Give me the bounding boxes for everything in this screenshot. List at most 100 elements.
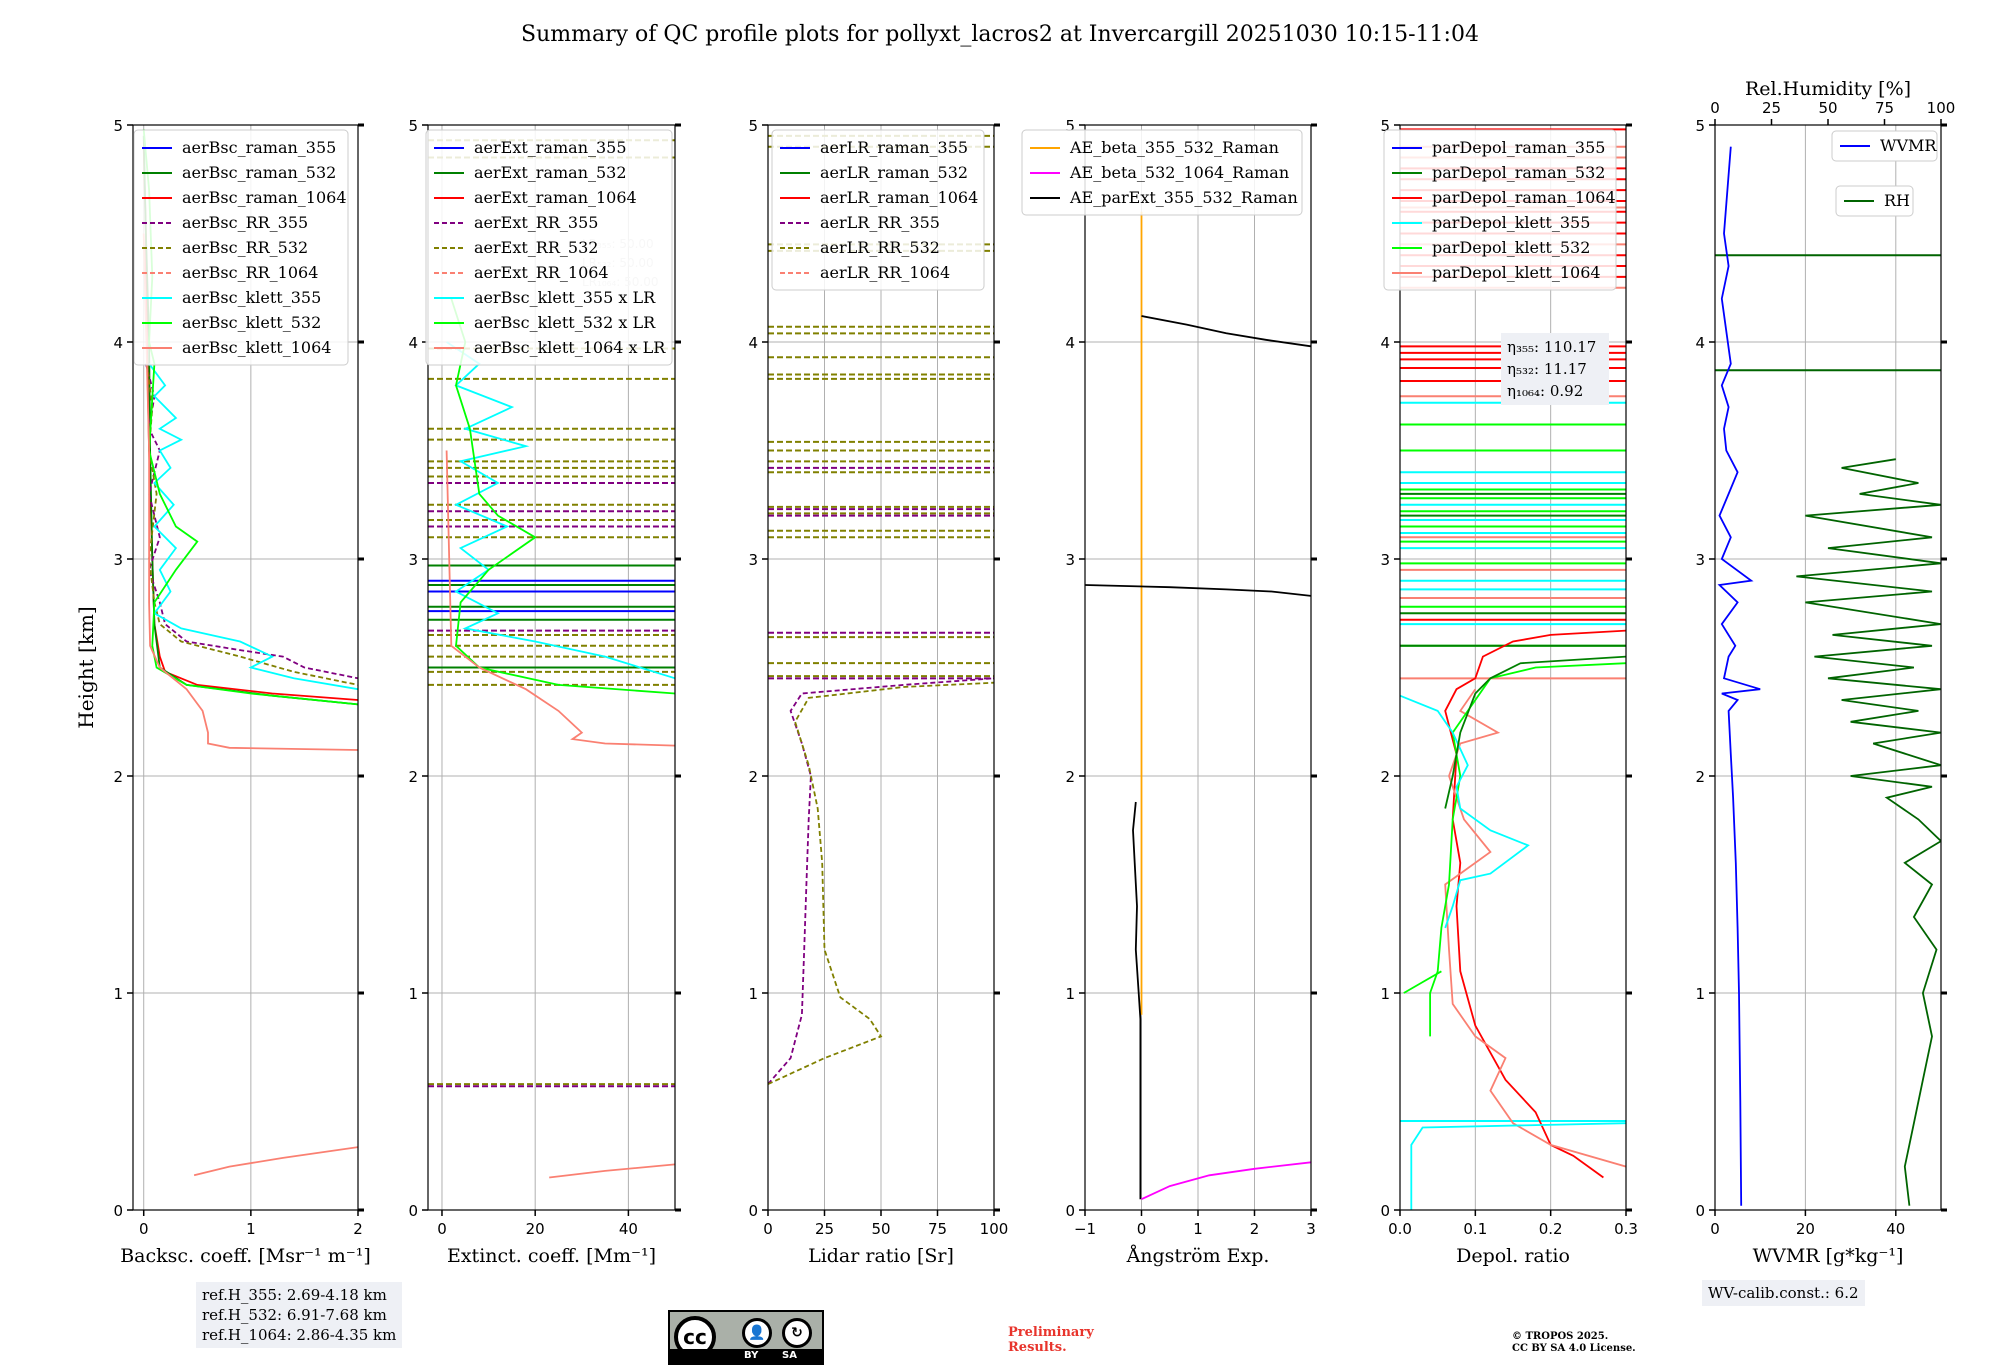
top-x-tick-label: 100 [1927,99,1956,117]
legend-entry: aerExt_RR_355 [474,213,598,232]
y-tick-label: 4 [1380,334,1390,352]
x-tick-label: 3 [1306,1220,1316,1238]
top-x-tick-label: 25 [1762,99,1781,117]
y-tick-label: 5 [1065,117,1075,135]
legend-entry: aerBsc_klett_532 [182,313,321,332]
x-axis-label: Backsc. coeff. [Msr⁻¹ m⁻¹] [120,1245,371,1267]
panel-depol: 0 1 2 3 4 5 0.0 0.1 0.2 0.3 Depol. ratio parDepol_r… [1380,117,1637,1267]
y-tick-label: 2 [1695,768,1705,786]
x-tick-label: 0 [139,1220,149,1238]
axes-frame [1399,124,1627,1211]
panel-backscatter: 0 1 2 3 4 5 0 1 2 Backsc. coeff. [Msr⁻¹ m⁻¹] Heigh… [74,117,371,1267]
ref-height-355: ref.H_355: 2.69-4.18 km [202,1286,387,1304]
y-tick-label: 1 [1065,985,1075,1003]
badge-footer: BY SA [670,1349,822,1363]
legend-entry: aerBsc_klett_355 x LR [474,288,656,307]
legend-entry: aerBsc_RR_1064 [182,263,318,282]
x-tick-label: 50 [871,1220,890,1238]
y-tick-label: 0 [1380,1202,1390,1220]
legend-entry: aerExt_raman_355 [474,138,627,157]
wv-calibration-label: WV-calib.const.: 6.2 [1708,1284,1859,1302]
y-tick-label: 5 [748,117,758,135]
y-tick-label: 0 [748,1202,758,1220]
legend-entry: aerBsc_raman_355 [182,138,336,157]
x-tick-label: 75 [928,1220,947,1238]
legend-entry: parDepol_raman_355 [1432,138,1605,157]
series-parDepol_klett_355 [1410,1122,1626,1210]
x-tick-label: 40 [1886,1220,1905,1238]
top-x-tick-label: 0 [1710,99,1720,117]
preliminary-line-2: Results. [1008,1340,1067,1355]
legend-entry: aerExt_RR_1064 [474,263,609,282]
legend-entry: aerBsc_raman_1064 [182,188,347,207]
y-tick-label: 3 [748,551,758,569]
x-tick-label: 20 [526,1220,545,1238]
top-x-axis-label: Rel.Humidity [%] [1745,78,1911,100]
cc-license-badge[interactable]: cc 👤 ↻ BY SA [668,1310,824,1365]
badge-sa-label: SA [782,1350,797,1361]
y-tick-label: 0 [1695,1202,1705,1220]
preliminary-line-1: Preliminary [1008,1325,1094,1340]
legend-box [1021,129,1303,216]
legend-entry: aerBsc_klett_532 x LR [474,313,656,332]
x-tick-label: 1 [246,1220,256,1238]
x-tick-label: 40 [619,1220,638,1238]
y-tick-label: 5 [408,117,418,135]
y-tick-label: 3 [1065,551,1075,569]
y-tick-label: 1 [113,985,123,1003]
series-aerLR_RR_532 [768,681,994,1085]
eta-annotation: η₃₅₅: 110.17 η₅₃₂: 11.17 η₁₀₆₄: 0.92 [1501,333,1609,405]
x-tick-label: 25 [815,1220,834,1238]
y-tick-label: 4 [113,334,123,352]
by-icon: 👤 [742,1318,772,1348]
copyright-line-2: CC BY SA 4.0 License. [1512,1343,1636,1354]
series-aerBsc_klett_1064 [193,1146,358,1177]
y-tick-label: 5 [113,117,123,135]
legend-entry: aerExt_raman_532 [474,163,627,182]
legend-angstrom: AE_beta_355_532_Raman AE_beta_532_1064_Ra… [1021,129,1303,216]
legend-entry: aerLR_RR_355 [820,213,940,232]
y-axis-label: Height [km] [74,606,98,728]
y-tick-label: 1 [1380,985,1390,1003]
y-tick-label: 4 [748,334,758,352]
legend-entry: parDepol_klett_532 [1432,238,1590,257]
series-parDepol_raman_532 [1444,655,1626,809]
y-tick-label: 5 [1380,117,1390,135]
series-AE_parExt_355_532_Raman [1085,584,1311,597]
legend-box [425,129,673,366]
series-AE_parExt_355_532_Raman [1141,315,1311,348]
eta-value: η₁₀₆₄: 0.92 [1507,382,1583,400]
series-aerBsc_klett_355 [148,363,358,691]
eta-value: η₃₅₅: 110.17 [1507,338,1596,356]
y-tick-label: 4 [408,334,418,352]
legend-backscatter: aerBsc_raman_355 aerBsc_raman_532 aerBsc_r… [133,129,349,366]
x-axis-label: Ångström Exp. [1126,1245,1270,1267]
y-tick-label: 0 [408,1202,418,1220]
y-tick-label: 3 [1380,551,1390,569]
legend-entry: WVMR [1880,136,1937,155]
y-tick-label: 4 [1065,334,1075,352]
legend-entry: aerLR_RR_532 [820,238,940,257]
y-tick-label: 0 [1065,1202,1075,1220]
legend-lidar_ratio: aerLR_raman_355 aerLR_raman_532 aerLR_rama… [771,129,985,291]
legend-entry: AE_beta_355_532_Raman [1069,138,1279,157]
legend-entry: AE_beta_532_1064_Raman [1069,163,1289,182]
y-tick-label: 3 [1695,551,1705,569]
legend-entry: aerBsc_raman_532 [182,163,336,182]
plot-area-angstrom [1085,211,1311,1201]
eta-box [1501,333,1609,405]
legend-entry: aerBsc_klett_1064 x LR [474,338,666,357]
x-tick-label: 20 [1796,1220,1815,1238]
legend-entry: aerBsc_klett_1064 [182,338,331,357]
copyright-note: © TROPOS 2025. CC BY SA 4.0 License. [1512,1331,1636,1355]
x-axis-label: Extinct. coeff. [Mm⁻¹] [447,1245,656,1267]
axes-frame [427,124,676,1211]
x-tick-label: 100 [980,1220,1009,1238]
legend-rh: RH [1835,185,1914,217]
top-x-tick-label: 50 [1818,99,1837,117]
x-tick-label: 0.2 [1539,1220,1563,1238]
